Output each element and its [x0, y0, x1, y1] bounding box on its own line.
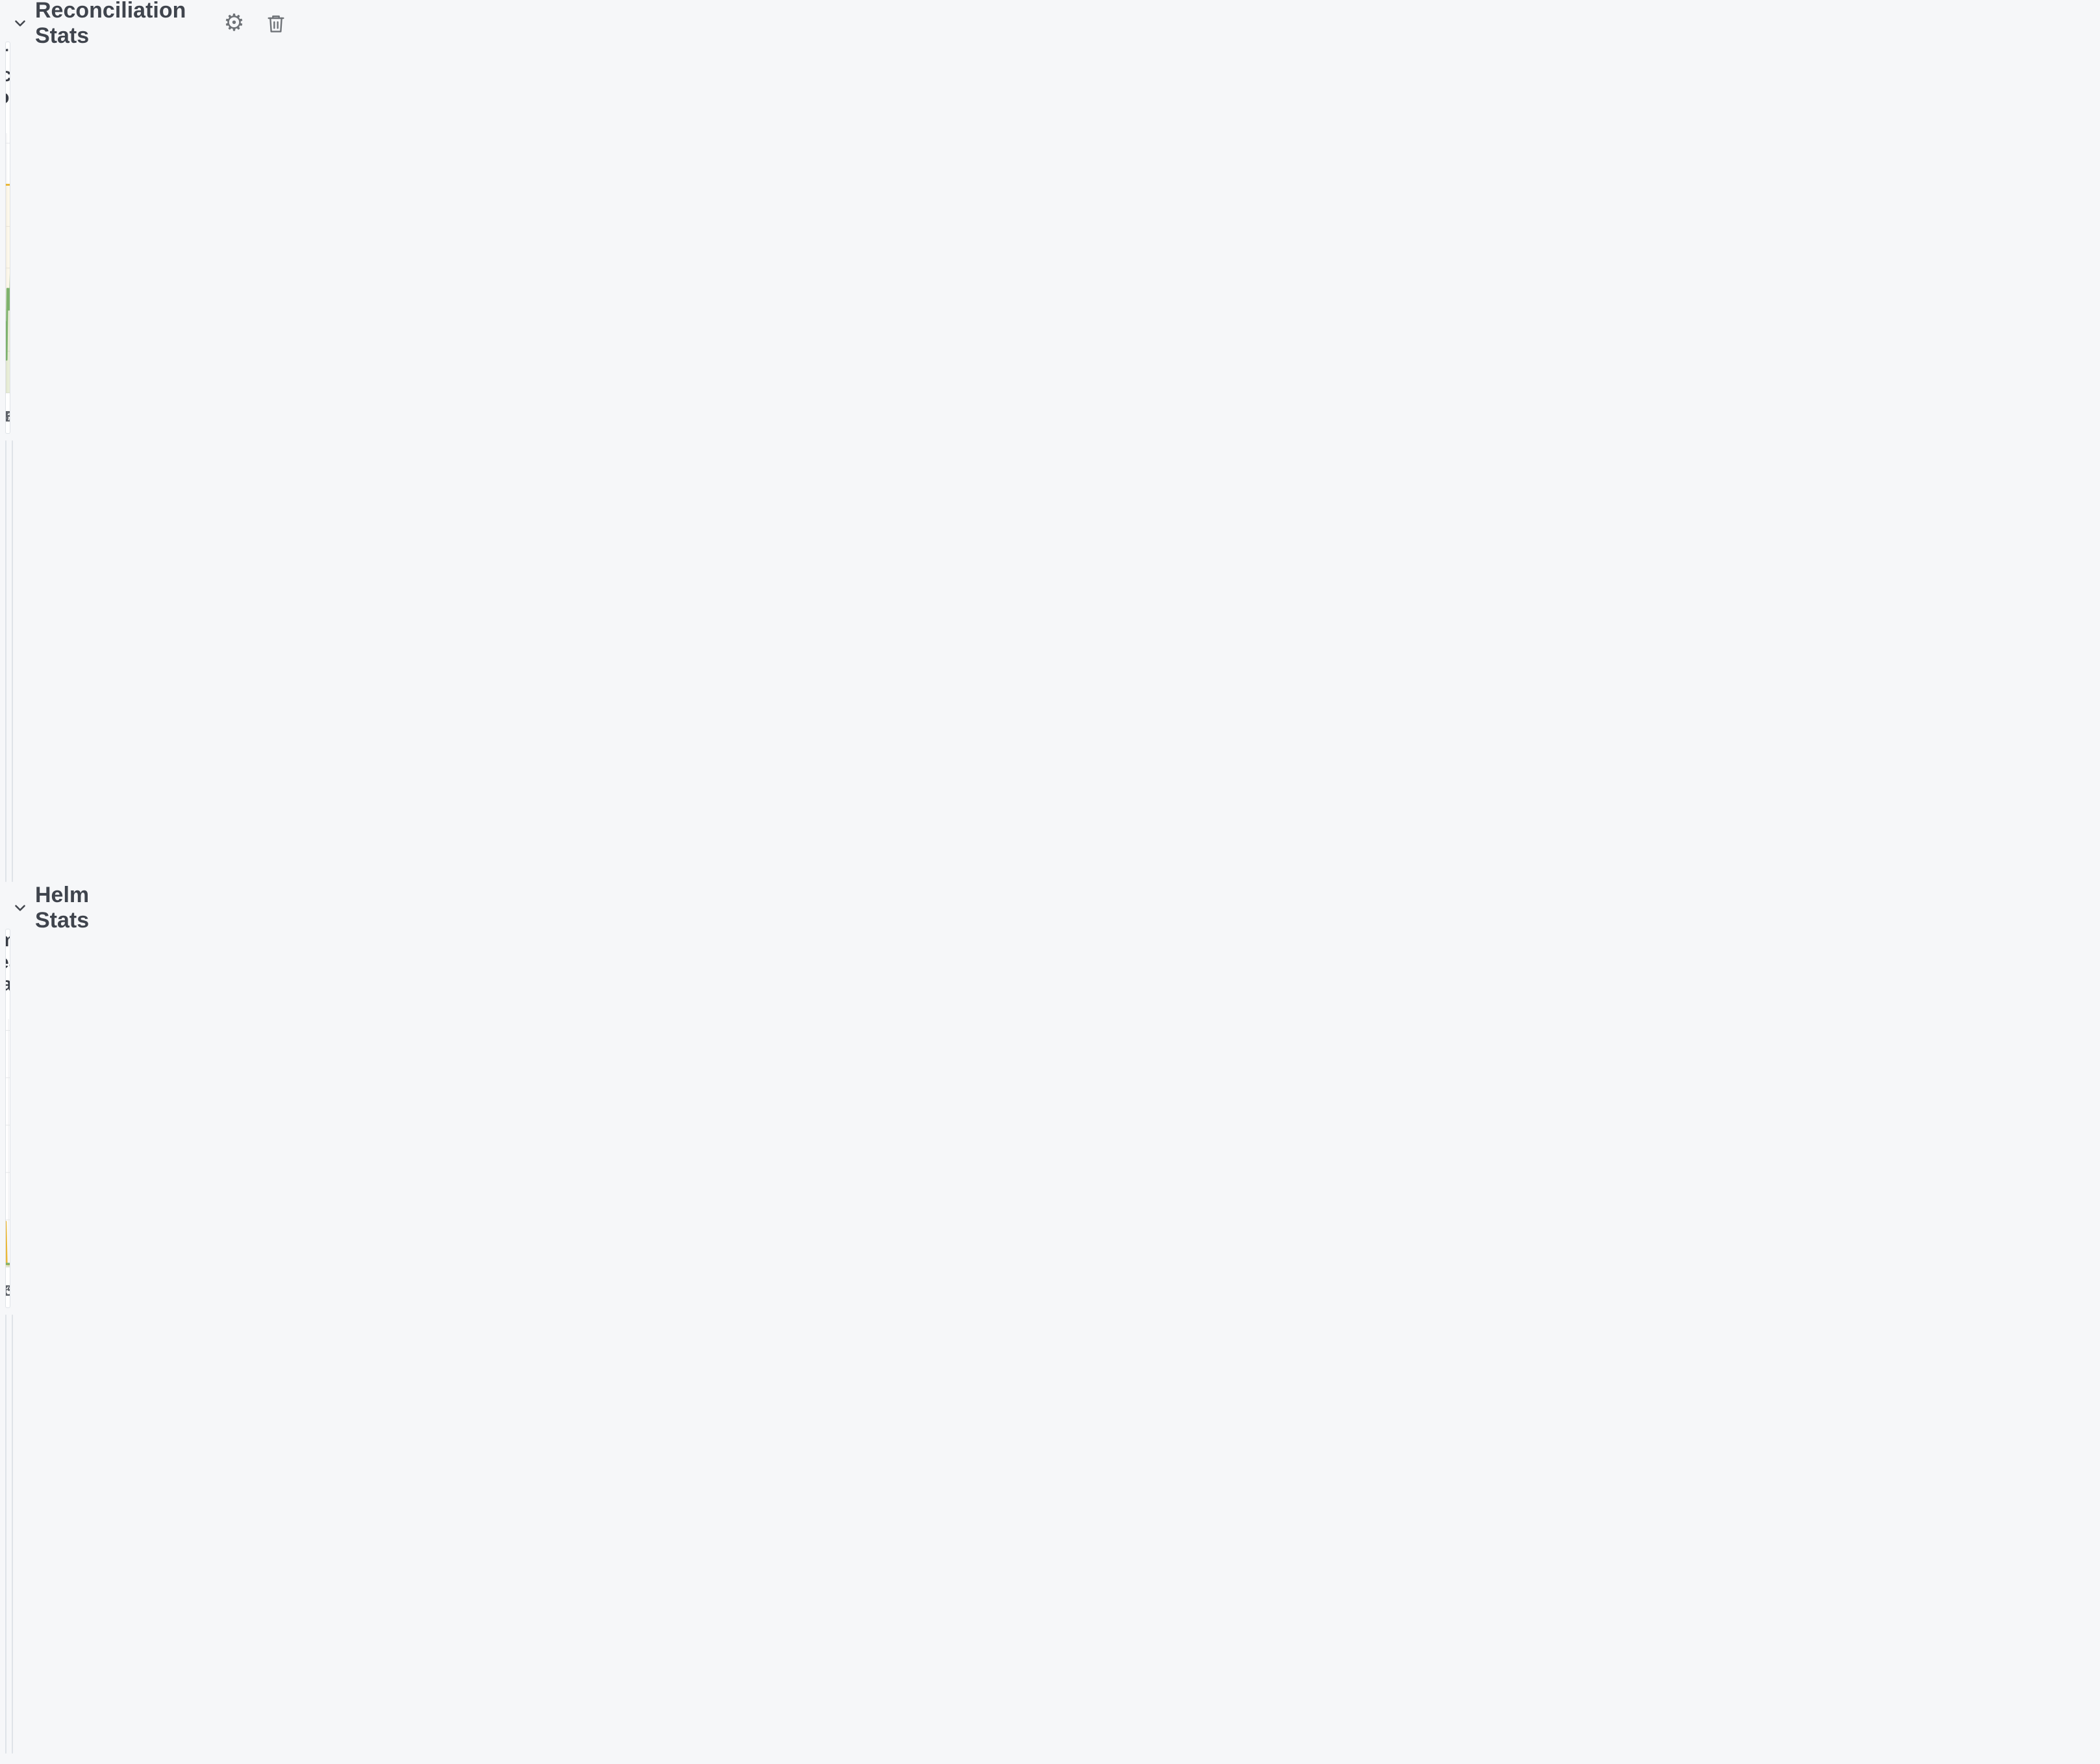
panel-title[interactable]: Cluster Reconciliation Duration	[6, 42, 10, 108]
svg-text:15:32: 15:32	[6, 408, 10, 425]
svg-text:15:30: 15:30	[6, 408, 10, 425]
panel-git-sources-ops: Git Sources ops/min 15:0515:1015:1515:20…	[12, 440, 13, 882]
svg-text:15:26: 15:26	[6, 408, 10, 425]
svg-text:15:24: 15:24	[6, 408, 10, 425]
cluster-reconciliation-duration-chart[interactable]: 15:0415:0615:0815:1015:1215:1415:1615:18…	[6, 108, 10, 433]
panel-helm-charts-ops: Helm Charts ops/min 15:0515:1015:1515:20…	[12, 1315, 13, 1754]
svg-text:15:32: 15:32	[6, 1282, 10, 1299]
svg-text:15:26: 15:26	[6, 1282, 10, 1299]
gear-icon[interactable]: ⚙	[223, 10, 245, 36]
svg-text:15:30: 15:30	[6, 1282, 10, 1299]
panel-cluster-reconciliation-duration: Cluster Reconciliation Duration 15:0415:…	[5, 42, 10, 434]
legend: avg current total successful chart pulls…	[12, 1653, 13, 1753]
svg-text:15:28: 15:28	[6, 408, 10, 425]
section-helm-stats: Helm Stats	[5, 883, 89, 933]
chevron-down-icon[interactable]	[12, 900, 29, 916]
panel-cluster-reconciliations-ops: Cluster Reconciliations ops/min 15:0515:…	[5, 440, 6, 882]
chevron-down-icon[interactable]	[12, 15, 29, 32]
helm-release-duration-chart[interactable]: 15:0415:0615:0815:1015:1215:1415:1615:18…	[6, 996, 10, 1307]
section-title[interactable]: Helm Stats	[35, 883, 90, 933]
legend: avg current total successful git pulls 2…	[12, 813, 13, 881]
svg-text:15:22: 15:22	[6, 408, 10, 425]
section-reconciliation-stats: Reconciliation Stats ⚙	[5, 0, 284, 48]
dashboard: Reconciliation Stats ⚙ Cluster Reconcili…	[0, 0, 284, 1754]
trash-icon[interactable]	[266, 13, 286, 34]
section-title[interactable]: Reconciliation Stats	[35, 0, 186, 48]
svg-text:15:28: 15:28	[6, 1282, 10, 1299]
panel-helm-release-duration: Helm Release Duration 15:0415:0615:0815:…	[5, 929, 10, 1308]
svg-text:15:24: 15:24	[7, 1282, 10, 1299]
panel-helm-releases-ops: Helm Releases ops/min 15:0515:1015:1515:…	[5, 1315, 6, 1754]
panel-title[interactable]: Helm Release Duration	[6, 929, 10, 996]
